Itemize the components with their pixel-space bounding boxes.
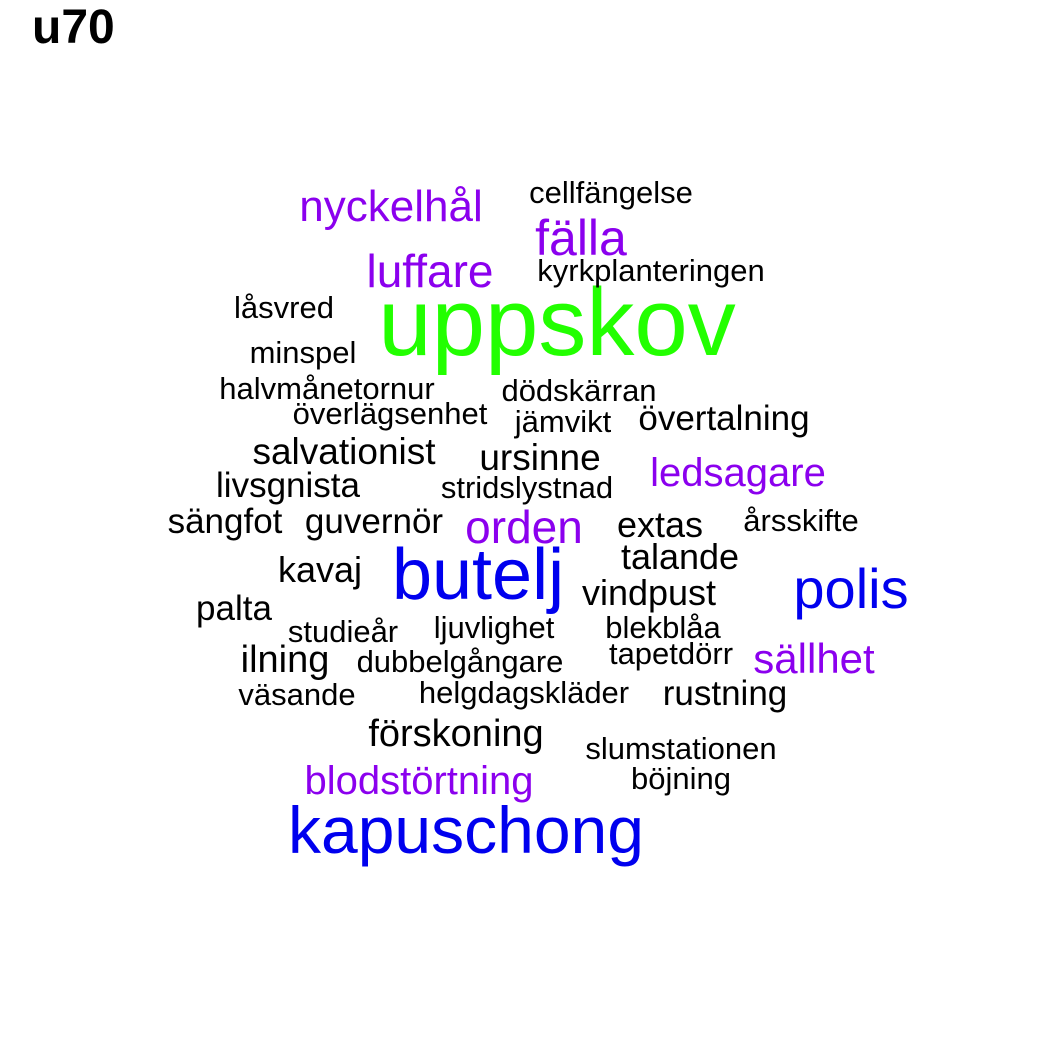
cloud-word: kapuschong — [288, 793, 644, 867]
cloud-word: tapetdörr — [609, 636, 733, 671]
cloud-word: fälla — [535, 210, 627, 266]
cloud-word: böjning — [631, 761, 731, 796]
cloud-word: livsgnista — [216, 466, 360, 505]
cloud-word: årsskifte — [743, 503, 858, 538]
cloud-word: minspel — [250, 335, 357, 370]
cloud-word: palta — [196, 589, 272, 628]
cloud-word: rustning — [663, 674, 788, 713]
cloud-word: vindpust — [582, 572, 716, 613]
cloud-word: blekblåa — [605, 610, 721, 645]
cloud-word: sängfot — [168, 502, 283, 541]
cloud-word: kyrkplanteringen — [537, 253, 764, 288]
cloud-word: övertalning — [638, 399, 809, 438]
cloud-word: jämvikt — [514, 404, 612, 439]
cloud-word: ilning — [241, 639, 330, 681]
cloud-word: ledsagare — [650, 451, 826, 495]
cloud-word: ljuvlighet — [434, 610, 555, 645]
cloud-word: väsande — [238, 677, 355, 712]
cloud-word: orden — [465, 501, 583, 553]
cloud-word: halvmånetornur — [219, 371, 434, 406]
cloud-word: nyckelhål — [299, 182, 482, 231]
cloud-word: stridslystnad — [441, 470, 613, 505]
cloud-word: dubbelgångare — [357, 644, 564, 679]
cloud-word: studieår — [288, 614, 398, 649]
cloud-word: talande — [621, 536, 739, 577]
cloud-word: blodstörtning — [304, 759, 533, 803]
cloud-word: polis — [793, 557, 908, 620]
cloud-word: butelj — [392, 535, 564, 615]
page-title: u70 — [32, 1, 115, 54]
cloud-word: luffare — [366, 245, 493, 297]
cloud-word: uppskov — [378, 269, 736, 376]
cloud-word: dödskärran — [501, 373, 656, 408]
cloud-word: kavaj — [278, 549, 362, 590]
cloud-word: guvernör — [305, 502, 443, 541]
cloud-word: låsvred — [234, 290, 334, 325]
cloud-word: sällhet — [753, 635, 875, 682]
cloud-word: extas — [617, 504, 703, 545]
cloud-word: överlägsenhet — [293, 396, 488, 431]
cloud-word: helgdagskläder — [419, 675, 629, 710]
cloud-word: cellfängelse — [529, 175, 693, 210]
cloud-word: salvationist — [252, 431, 436, 472]
cloud-word: förskoning — [368, 713, 543, 755]
cloud-word: slumstationen — [585, 731, 776, 766]
cloud-word: ursinne — [479, 437, 600, 478]
